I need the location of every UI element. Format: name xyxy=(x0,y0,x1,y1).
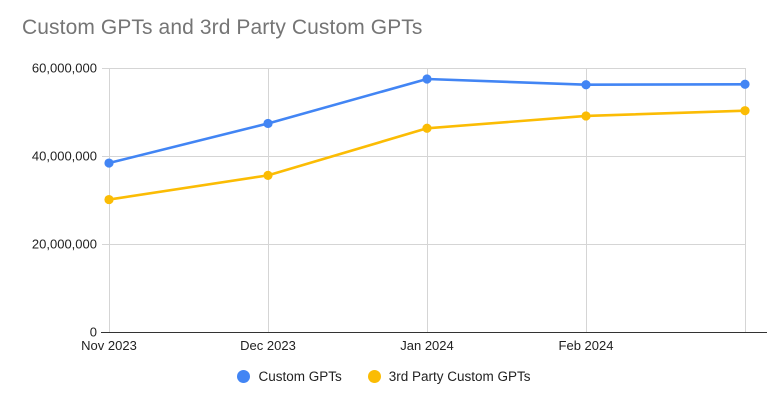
chart-legend: Custom GPTs 3rd Party Custom GPTs xyxy=(0,369,768,384)
svg-text:20,000,000: 20,000,000 xyxy=(32,237,97,252)
legend-item-3rd-party-custom-gpts[interactable]: 3rd Party Custom GPTs xyxy=(367,369,531,384)
svg-text:0: 0 xyxy=(90,325,97,340)
vertical-gridlines xyxy=(109,68,746,332)
legend-item-label: 3rd Party Custom GPTs xyxy=(388,369,531,384)
y-axis-tick-labels: 0 20,000,000 40,000,000 60,000,000 xyxy=(32,61,109,340)
svg-text:60,000,000: 60,000,000 xyxy=(32,61,97,76)
x-axis-tick-labels: Nov 2023 Dec 2023 Jan 2024 Feb 2024 xyxy=(81,338,613,353)
svg-text:40,000,000: 40,000,000 xyxy=(32,149,97,164)
legend-item-label: Custom GPTs xyxy=(258,369,342,384)
svg-text:Feb 2024: Feb 2024 xyxy=(559,338,614,353)
svg-text:Dec 2023: Dec 2023 xyxy=(240,338,296,353)
chart-title: Custom GPTs and 3rd Party Custom GPTs xyxy=(22,16,423,39)
svg-text:Jan 2024: Jan 2024 xyxy=(400,338,454,353)
circle-marker-icon xyxy=(237,370,251,383)
series-points xyxy=(104,74,750,205)
svg-text:Nov 2023: Nov 2023 xyxy=(81,338,137,353)
circle-marker-icon xyxy=(367,370,381,383)
legend-item-custom-gpts[interactable]: Custom GPTs xyxy=(237,369,342,384)
